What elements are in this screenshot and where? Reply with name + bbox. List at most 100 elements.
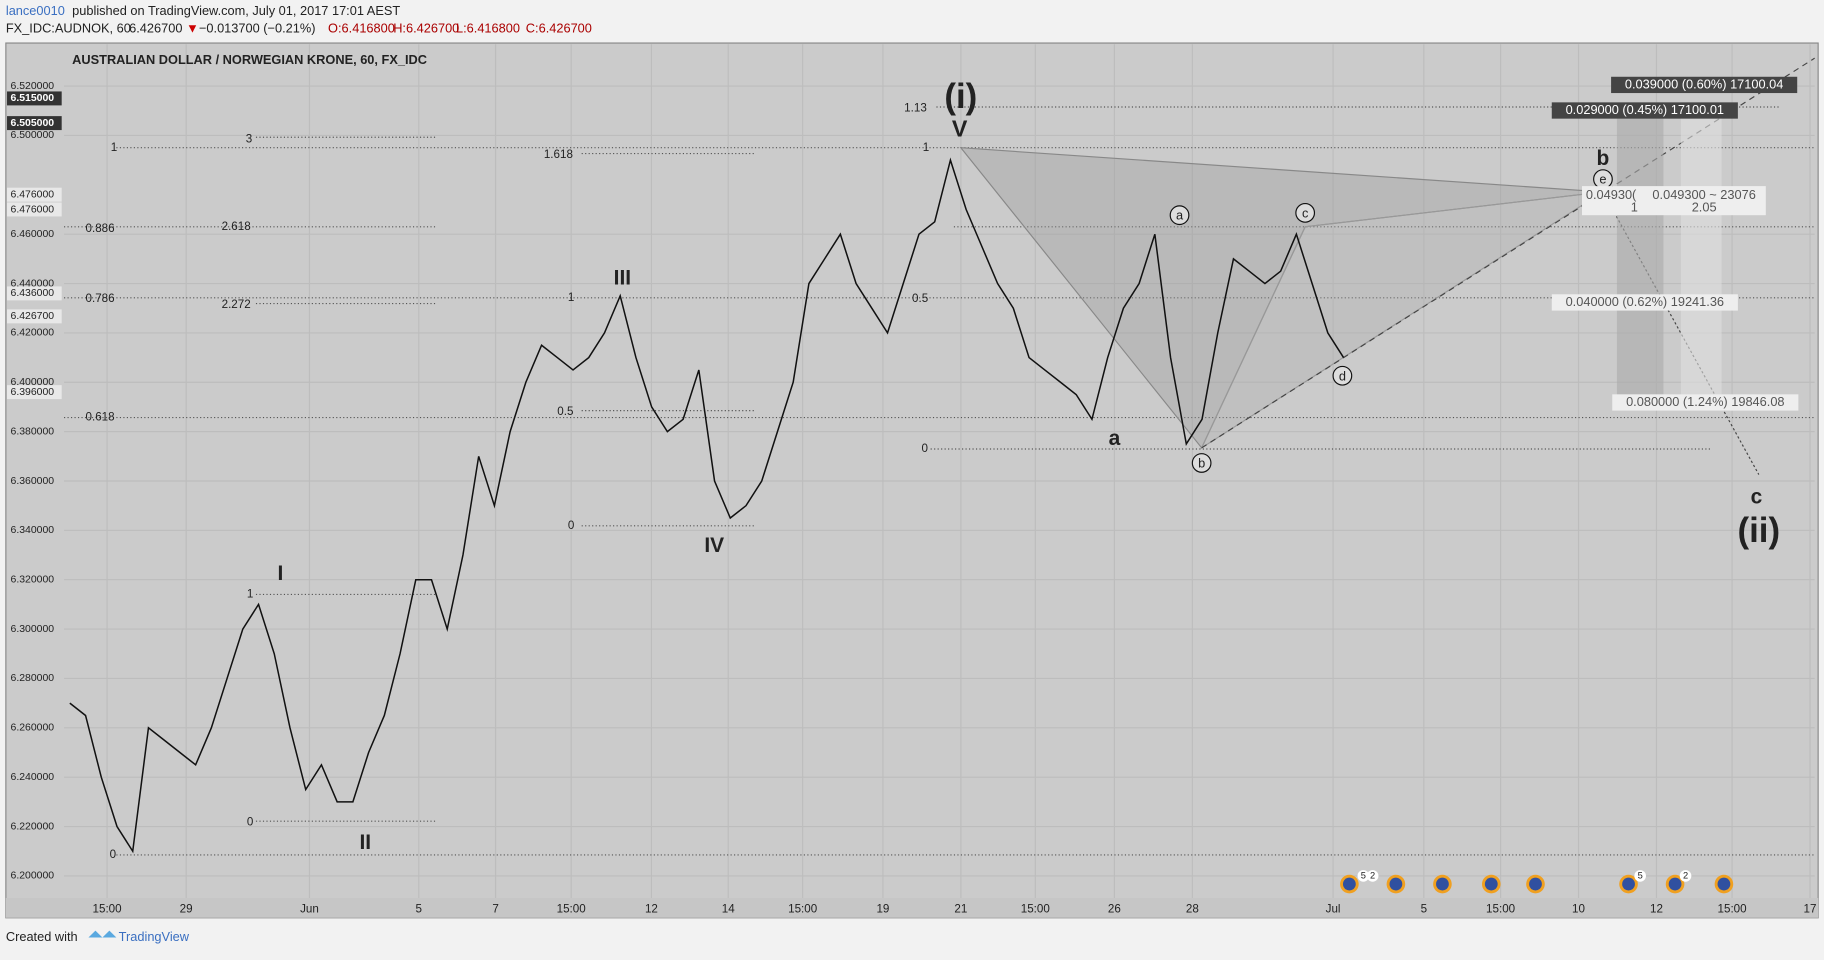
y-tick-label: 6.500000 xyxy=(11,130,55,141)
symbol: FX_IDC:AUDNOK, 60 xyxy=(6,20,131,35)
price-badge xyxy=(7,286,62,301)
calendar-event-flag xyxy=(1717,877,1731,891)
circled-marker xyxy=(1191,453,1212,473)
fib-label: 0.786 xyxy=(86,292,115,305)
x-tick-label: 17 xyxy=(1804,903,1817,916)
close: C:6.426700 xyxy=(526,20,592,35)
price-badge-label: 6.396000 xyxy=(11,387,55,398)
fib-label: 0 xyxy=(247,815,254,828)
position-zone xyxy=(1680,116,1722,396)
circled-label: a xyxy=(1176,208,1184,223)
footer-created: Created with xyxy=(6,929,78,944)
event-count: 5 xyxy=(1361,870,1366,880)
wave-label: V xyxy=(952,115,968,141)
calendar-event-flag xyxy=(1622,877,1635,891)
x-tick-label: 19 xyxy=(876,903,889,916)
y-tick-label: 6.440000 xyxy=(11,278,55,289)
circled-label: c xyxy=(1302,205,1309,220)
fib-label: 0.886 xyxy=(86,222,115,235)
x-tick-label: 15:00 xyxy=(1486,903,1516,916)
chart-title: AUSTRALIAN DOLLAR / NORWEGIAN KRONE, 60,… xyxy=(72,52,427,67)
publisher[interactable]: lance0010 xyxy=(6,3,65,18)
y-tick-label: 6.380000 xyxy=(11,426,55,437)
x-tick-label: 15:00 xyxy=(1718,903,1748,916)
wave-label: (i) xyxy=(944,77,977,116)
wave-label: c xyxy=(1751,485,1763,508)
position-label: 2.05 xyxy=(1692,200,1717,215)
y-tick-label: 6.360000 xyxy=(11,476,55,487)
wave-label: II xyxy=(359,831,371,854)
fib-label: 0 xyxy=(110,848,117,861)
event-count-badge xyxy=(1679,870,1692,882)
x-tick-label: 15:00 xyxy=(1021,903,1051,916)
x-tick-label: 7 xyxy=(492,903,498,916)
event-count-badge xyxy=(1366,870,1379,882)
x-tick-label: Jul xyxy=(1326,903,1341,916)
position-label: 0.049300 ~ 23076 xyxy=(1652,187,1755,202)
fib-label: 1.618 xyxy=(544,148,573,161)
price-badge-label: 6.476000 xyxy=(11,204,55,215)
open: O:6.416800 xyxy=(328,20,395,35)
circled-marker xyxy=(1332,365,1353,386)
x-tick-label: 15:00 xyxy=(788,903,818,916)
y-tick-label: 6.260000 xyxy=(11,723,55,734)
fib-label: 1 xyxy=(568,291,574,304)
calendar-event-flag xyxy=(1484,877,1498,891)
event-count: 2 xyxy=(1370,870,1375,880)
chart-area xyxy=(5,42,1819,919)
published: published on TradingView.com, July 01, 2… xyxy=(72,3,400,18)
high: H:6.426700 xyxy=(393,20,459,35)
price-line xyxy=(69,157,1345,854)
position-zone xyxy=(1616,116,1664,396)
fib-label: 0.5 xyxy=(557,405,573,418)
wave-label: a xyxy=(1109,427,1121,450)
circled-marker xyxy=(1169,205,1190,226)
position-box xyxy=(1551,294,1738,311)
y-tick-label: 6.520000 xyxy=(11,81,55,92)
circled-label: b xyxy=(1198,455,1205,470)
calendar-event-flag xyxy=(1668,877,1682,891)
price-badge xyxy=(7,385,62,400)
price-badge xyxy=(7,91,62,106)
event-count: 2 xyxy=(1683,870,1688,880)
position-label: 1 xyxy=(1631,200,1638,215)
y-tick-label: 6.320000 xyxy=(11,574,55,585)
price-badge xyxy=(7,187,62,202)
fib-label: 0.5 xyxy=(912,292,928,305)
low: L:6.416800 xyxy=(456,20,520,35)
fib-label: 0 xyxy=(568,519,575,532)
wave-label: IV xyxy=(704,534,724,557)
x-axis xyxy=(5,898,1819,918)
fib-label: 1 xyxy=(111,141,117,154)
price-badge-label: 6.505000 xyxy=(11,118,55,129)
wave-label: (ii) xyxy=(1738,511,1781,550)
position-label: 0.029000 (0.45%) 17100.01 xyxy=(1566,102,1724,117)
x-tick-label: 15:00 xyxy=(93,903,123,916)
fib-label: 3 xyxy=(246,133,252,146)
y-tick-label: 6.340000 xyxy=(11,525,55,536)
wave-label: III xyxy=(614,267,631,290)
price-badge-label: 6.426700 xyxy=(11,311,55,322)
footer-brand[interactable]: TradingView xyxy=(119,929,190,944)
fib-label: 1.13 xyxy=(904,101,927,114)
last: 6.426700 xyxy=(129,20,182,35)
x-tick-label: 12 xyxy=(645,903,658,916)
circled-label: e xyxy=(1599,172,1606,187)
x-tick-label: 14 xyxy=(722,903,735,916)
event-count: 5 xyxy=(1638,870,1643,880)
position-box xyxy=(1551,102,1738,119)
y-tick-label: 6.220000 xyxy=(11,821,55,832)
position-label: 0.040000 (0.62%) 19241.36 xyxy=(1566,294,1724,309)
position-box xyxy=(1612,394,1799,411)
position-box xyxy=(1611,76,1798,94)
x-tick-label: 28 xyxy=(1186,903,1199,916)
y-tick-label: 6.240000 xyxy=(11,772,55,783)
position-label: 0.080000 (1.24%) 19846.08 xyxy=(1626,394,1784,409)
price-badge xyxy=(7,116,62,131)
event-count-badge xyxy=(1634,870,1646,882)
y-tick-label: 6.200000 xyxy=(11,871,55,882)
y-tick-label: 6.300000 xyxy=(11,624,55,635)
tv-logo xyxy=(88,930,117,938)
down-arrow: ▼ xyxy=(186,20,199,35)
calendar-event-flag xyxy=(1342,877,1356,891)
